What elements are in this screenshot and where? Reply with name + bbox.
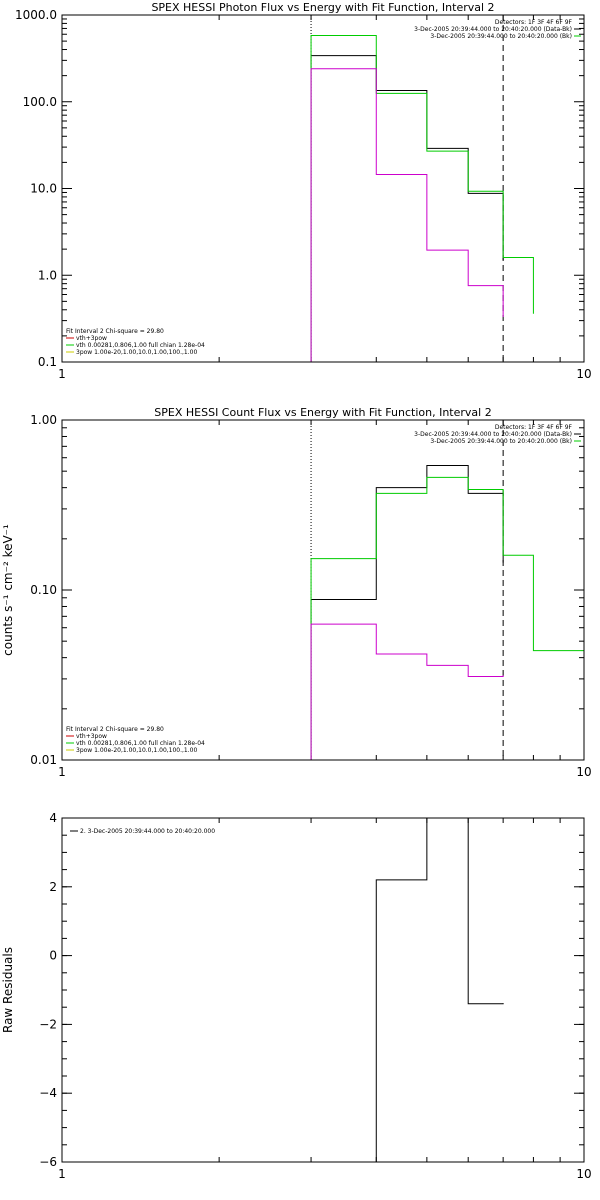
plot-frame xyxy=(61,817,585,1163)
x-tick-label: 10 xyxy=(576,1167,591,1181)
legend-top-entry: 3-Dec-2005 20:39:44.000 to 20:40:20.000 … xyxy=(430,33,572,40)
series-line-2 xyxy=(310,476,585,760)
plot-frame xyxy=(61,14,585,363)
y-tick-label: 0.10 xyxy=(30,583,57,597)
legend-bottom-entry: vth+3pow xyxy=(76,335,107,342)
y-tick-label: 0.01 xyxy=(30,753,57,767)
y-tick-label: 1.0 xyxy=(38,268,57,282)
legend-bottom-entry: vth+3pow xyxy=(76,733,107,740)
legend-top-entry: Detectors: 1F 3F 4F 6F 9F xyxy=(495,424,573,431)
legend-bottom-entry: Fit Interval 2 Chi-square = 29.80 xyxy=(66,328,164,335)
y-tick-label: −4 xyxy=(39,1086,57,1100)
series-line-3 xyxy=(310,68,504,362)
y-tick-label: 0 xyxy=(49,949,57,963)
legend-bottom-entry: Fit Interval 2 Chi-square = 29.80 xyxy=(66,726,164,733)
chart-panel-3: Raw Residuals 1 10 −6 −4 −2 0 2 4 2. 3-Dec-2005 2… xyxy=(1,811,592,1181)
y-tick-label: 4 xyxy=(49,811,57,825)
series-line-1 xyxy=(310,464,504,760)
chart-panel-2: SPEX HESSI Count Flux vs Energy with Fit… xyxy=(1,406,592,779)
series-line-1 xyxy=(310,55,504,362)
y-tick-label: −2 xyxy=(39,1017,57,1031)
x-tick-label: 10 xyxy=(576,765,591,779)
x-tick-label: 1 xyxy=(58,1167,66,1181)
chart-panel-1: SPEX HESSI Photon Flux vs Energy with Fi… xyxy=(15,1,592,381)
y-tick-label: 2 xyxy=(49,880,57,894)
x-tick-label: 1 xyxy=(58,765,66,779)
legend-bottom-entry: 3pow 1.00e-20,1.00,10.0,1.00,100.,1.00 xyxy=(76,349,197,356)
y-tick-label: 1.00 xyxy=(30,413,57,427)
y-axis-label: Raw Residuals xyxy=(1,947,15,1033)
series-line-2 xyxy=(310,35,534,362)
y-tick-label: 10.0 xyxy=(30,182,57,196)
x-tick-label: 10 xyxy=(576,367,591,381)
plot-frame xyxy=(61,419,585,761)
legend-bottom-entry: vth 0.00281,0.806,1.00 full chian 1.28e-… xyxy=(76,740,205,747)
y-tick-label: −6 xyxy=(39,1155,57,1169)
legend-bottom-entry: 3pow 1.00e-20,1.00,10.0,1.00,100.,1.00 xyxy=(76,747,197,754)
x-tick-label: 1 xyxy=(58,367,66,381)
y-tick-label: 0.1 xyxy=(38,355,57,369)
y-axis-label: counts s⁻¹ cm⁻² keV⁻¹ xyxy=(1,524,15,656)
series-line-3 xyxy=(310,623,504,760)
chart-title: SPEX HESSI Photon Flux vs Energy with Fi… xyxy=(151,1,494,14)
legend-top-entry: 3-Dec-2005 20:39:44.000 to 20:40:20.000 … xyxy=(414,431,572,438)
chart-title: SPEX HESSI Count Flux vs Energy with Fit… xyxy=(154,406,491,419)
legend-bottom-entry: vth 0.00281,0.806,1.00 full chian 1.28e-… xyxy=(76,342,205,349)
legend-top-entry: 3-Dec-2005 20:39:44.000 to 20:40:20.000 … xyxy=(414,26,572,33)
legend-top-entry: 3-Dec-2005 20:39:44.000 to 20:40:20.000 … xyxy=(430,438,572,445)
series-line-1 xyxy=(311,817,504,1163)
legend-top-entry: Detectors: 1F 3F 4F 6F 9F xyxy=(495,19,573,26)
y-tick-label: 1000.0 xyxy=(15,8,57,22)
legend-left-entry: 2. 3-Dec-2005 20:39:44.000 to 20:40:20.0… xyxy=(80,828,215,835)
y-tick-label: 100.0 xyxy=(23,95,57,109)
